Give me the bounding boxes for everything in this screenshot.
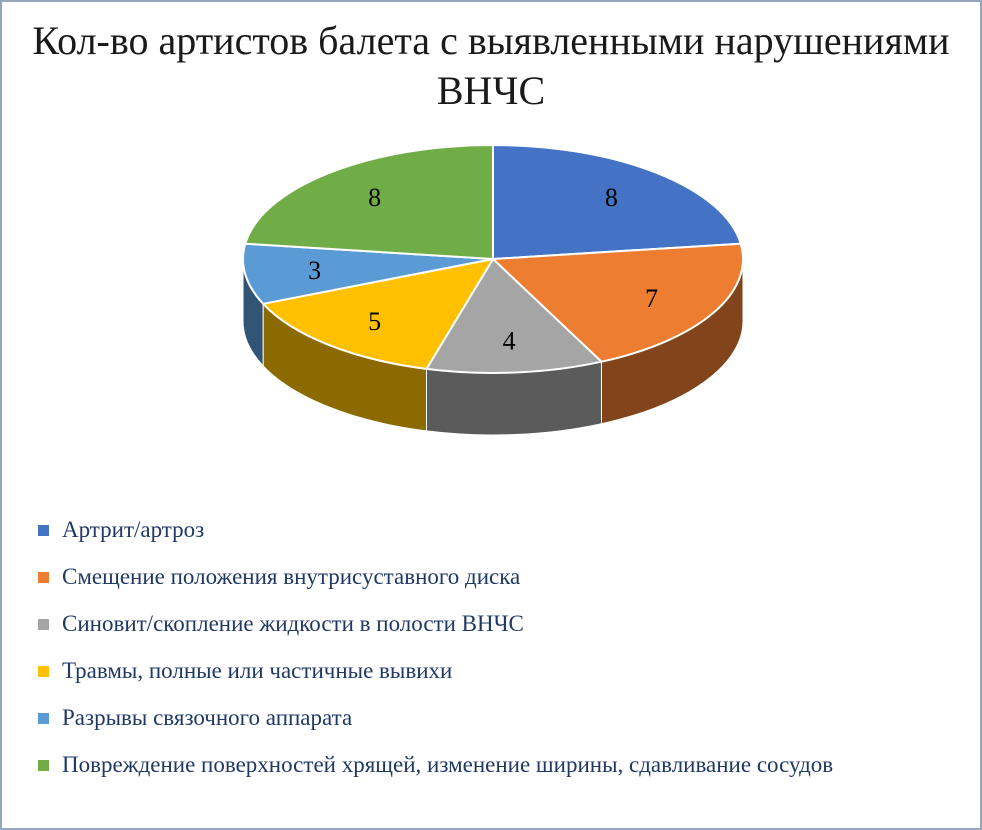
pie-slice-label: 8 (368, 183, 381, 212)
pie-slice-label: 8 (605, 183, 618, 212)
pie-slice (425, 257, 603, 374)
pie-slice (244, 143, 494, 260)
legend-label: Разрывы связочного аппарата (62, 705, 353, 731)
legend-item: Повреждение поверхностей хрящей, изменен… (38, 742, 980, 789)
legend-marker-gray (38, 618, 49, 630)
legend-label: Смещение положения внутрисуставного диск… (62, 564, 521, 590)
legend-marker-yellow (38, 665, 49, 677)
pie-slice-label: 5 (368, 307, 381, 336)
chart-legend: Артрит/артроз Смещение положения внутрис… (38, 507, 980, 789)
legend-label: Повреждение поверхностей хрящей, изменен… (62, 752, 834, 778)
legend-item: Смещение положения внутрисуставного диск… (38, 554, 980, 601)
legend-item: Травмы, полные или частичные вывихи (38, 648, 980, 695)
legend-item: Артрит/артроз (38, 507, 980, 554)
pie-slice (492, 242, 744, 363)
chart-title: Кол-во артистов балета с выявленными нар… (32, 18, 950, 114)
legend-label: Синовит/скопление жидкости в полости ВНЧ… (62, 611, 524, 637)
legend-marker-green (38, 759, 49, 771)
legend-label: Артрит/артроз (62, 517, 205, 543)
pie-chart-3d: 8 7 4 5 3 8 (242, 143, 744, 436)
legend-item: Синовит/скопление жидкости в полости ВНЧ… (38, 601, 980, 648)
pie-slice-label: 7 (645, 284, 658, 313)
pie-slice (242, 242, 494, 305)
legend-marker-lightblue (38, 712, 49, 724)
legend-item: Разрывы связочного аппарата (38, 695, 980, 742)
pie-slice-label: 3 (308, 256, 321, 285)
legend-marker-blue (38, 524, 49, 536)
legend-label: Травмы, полные или частичные вывихи (62, 658, 453, 684)
pie-slice (262, 257, 494, 370)
legend-marker-orange (38, 571, 49, 583)
pie-slice (492, 143, 742, 260)
pie-slice-label: 4 (503, 327, 516, 356)
